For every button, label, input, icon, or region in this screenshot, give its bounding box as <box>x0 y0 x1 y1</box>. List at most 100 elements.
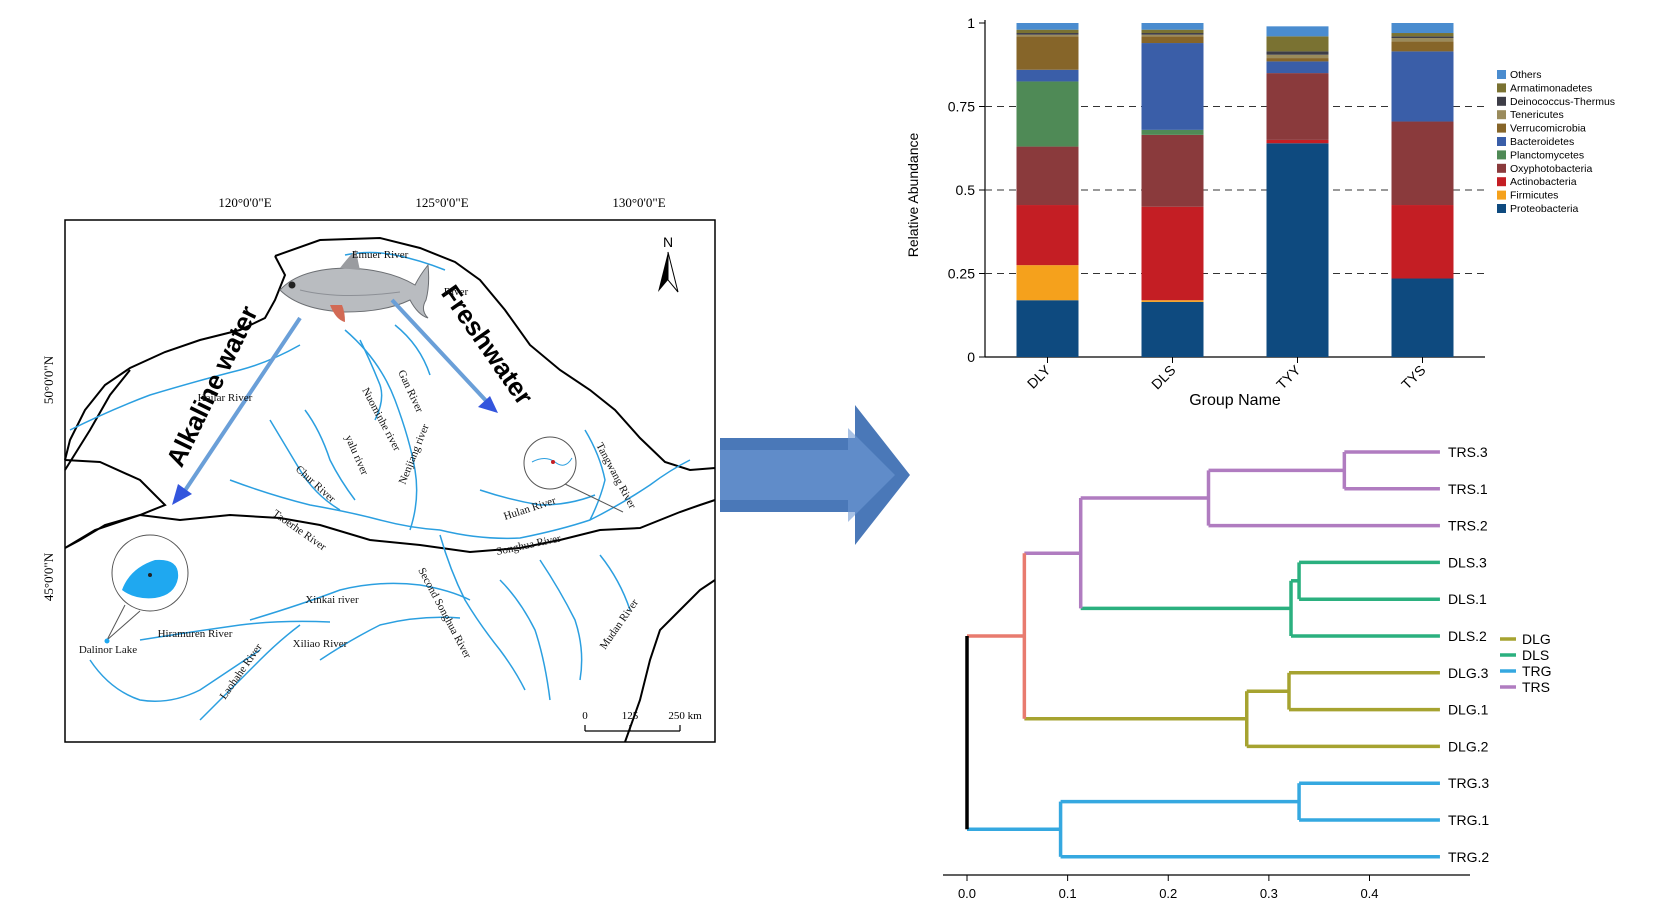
leaf-label: DLS.3 <box>1448 554 1487 570</box>
bar-segment-deinococcus-thermus <box>1266 51 1329 55</box>
bar-segment-firmicutes <box>1016 265 1079 301</box>
leaf-label: DLS.1 <box>1448 591 1487 607</box>
x-tick-label: 0.0 <box>958 886 976 901</box>
legend-swatch <box>1497 177 1506 187</box>
legend-swatch <box>1497 150 1506 160</box>
bar-segment-oxyphotobacteria <box>1266 73 1329 140</box>
north-label: N <box>663 234 673 250</box>
legend-label: TRS <box>1522 679 1550 695</box>
stacked-bar-chart: 0 0.25 0.5 0.75 1 DLY DLS TYY TYS Relative Abun… <box>905 15 1615 409</box>
bar-segment-planctomycetes <box>1141 129 1204 135</box>
x-tick-label: DLS <box>1148 362 1179 393</box>
legend-label: Firmicutes <box>1510 190 1558 202</box>
scale-bar: 0 125 250 km <box>582 710 702 732</box>
freshwater-label: Freshwater <box>435 279 539 410</box>
legend-label: DLG <box>1522 631 1551 647</box>
bar-segment-tenericutes <box>1016 34 1079 37</box>
y-axis-label: Relative Abundance <box>905 133 921 258</box>
river-label: River <box>444 286 469 298</box>
lake-label: Dalinor Lake <box>79 644 137 656</box>
latitude-label: 50°0'0"N <box>41 355 56 404</box>
map-panel: 120°0'0"E 125°0'0"E 130°0'0"E 50°0'0"N 4… <box>41 195 716 743</box>
bar-segment-armatimonadetes <box>1016 29 1079 34</box>
legend-label: Others <box>1510 69 1542 81</box>
leaf-label: DLG.1 <box>1448 702 1489 718</box>
legend-label: Tenericutes <box>1510 109 1564 121</box>
y-tick-label: 0.5 <box>956 182 976 198</box>
x-tick-label: DLY <box>1024 361 1054 391</box>
legend-label: Actinobacteria <box>1510 176 1577 188</box>
scale-tick-label: 250 km <box>668 710 702 722</box>
bar-segment-oxyphotobacteria <box>1016 146 1079 206</box>
bar-segment-bacteroidetes <box>1141 43 1204 130</box>
river-label: yalu river <box>342 433 370 477</box>
y-tick-label: 0 <box>967 349 975 365</box>
leaf-label: TRS.3 <box>1448 444 1488 460</box>
flow-arrow <box>720 405 910 545</box>
bar-segment-others <box>1391 23 1454 34</box>
bar-segment-armatimonadetes <box>1391 33 1454 37</box>
bar-segment-proteobacteria <box>1141 301 1204 357</box>
leaf-label: DLG.3 <box>1448 665 1489 681</box>
legend-label: TRG <box>1522 663 1552 679</box>
river-label: Hiramuren River <box>158 628 233 640</box>
bar-segment-deinococcus-thermus <box>1391 36 1454 39</box>
fish-icon <box>279 250 430 322</box>
river-label: Gan River <box>395 368 425 415</box>
bar-segment-planctomycetes <box>1016 81 1079 147</box>
legend-label: Bacteroidetes <box>1510 136 1574 148</box>
leaf-label: DLG.2 <box>1448 738 1489 754</box>
legend-swatch <box>1497 163 1506 173</box>
x-tick-label: 0.1 <box>1059 886 1077 901</box>
legend-swatch <box>1497 190 1506 200</box>
river-label: Xiliao River <box>293 638 348 650</box>
alkaline-water-label: Alkaline water <box>160 301 264 471</box>
bar-segment-actinobacteria <box>1266 139 1329 144</box>
bar-segment-bacteroidetes <box>1391 51 1454 122</box>
lake-shape <box>122 559 179 599</box>
x-tick-label: TYS <box>1398 362 1429 393</box>
legend-label: DLS <box>1522 647 1549 663</box>
legend-swatch <box>1497 123 1506 133</box>
bar-segment-verrucomicrobia <box>1391 41 1454 52</box>
bar-segment-oxyphotobacteria <box>1141 134 1204 207</box>
region-boundary <box>64 369 131 471</box>
river-label: Second Songhua River <box>415 566 473 661</box>
y-tick-label: 1 <box>967 15 975 31</box>
freshwater-inset <box>523 436 624 513</box>
legend-label: Proteobacteria <box>1510 203 1578 215</box>
river-label: Mudan River <box>598 597 641 652</box>
legend-swatch <box>1497 110 1506 120</box>
bar-segment-proteobacteria <box>1391 278 1454 357</box>
bar-segment-firmicutes <box>1141 300 1204 302</box>
bar-segment-verrucomicrobia <box>1141 36 1204 44</box>
leaf-label: DLS.2 <box>1448 628 1487 644</box>
bar-segment-oxyphotobacteria <box>1391 121 1454 206</box>
bar-segment-actinobacteria <box>1016 205 1079 266</box>
longitude-label: 125°0'0"E <box>415 195 468 210</box>
leaf-label: TRS.2 <box>1448 518 1488 534</box>
bar-segment-deinococcus-thermus <box>1141 33 1204 35</box>
bar-segment-tenericutes <box>1391 38 1454 42</box>
lake-inset <box>104 534 189 644</box>
legend-swatch <box>1497 83 1506 93</box>
river-label: Xinkai river <box>305 594 359 606</box>
bar-segment-verrucomicrobia <box>1266 58 1329 62</box>
legend-swatch <box>1497 204 1506 213</box>
scale-tick-label: 125 <box>622 710 639 722</box>
x-axis-label: Group Name <box>1189 392 1281 409</box>
y-tick-label: 0.75 <box>948 99 975 115</box>
river-label: Taoerhe River <box>270 508 328 554</box>
leaf-label: TRS.1 <box>1448 481 1488 497</box>
x-tick-label: 0.3 <box>1260 886 1278 901</box>
bar-segment-deinococcus-thermus <box>1016 33 1079 35</box>
latitude-label: 45°0'0"N <box>41 552 56 601</box>
longitude-label: 120°0'0"E <box>218 195 271 210</box>
river-label: Nenjiang river <box>397 422 432 486</box>
legend-label: Oxyphotobacteria <box>1510 163 1592 175</box>
x-tick-label: TYY <box>1273 361 1304 392</box>
x-tick-label: 0.4 <box>1360 886 1378 901</box>
legend-label: Armatimonadetes <box>1510 82 1592 94</box>
legend-label: Planctomycetes <box>1510 149 1584 161</box>
